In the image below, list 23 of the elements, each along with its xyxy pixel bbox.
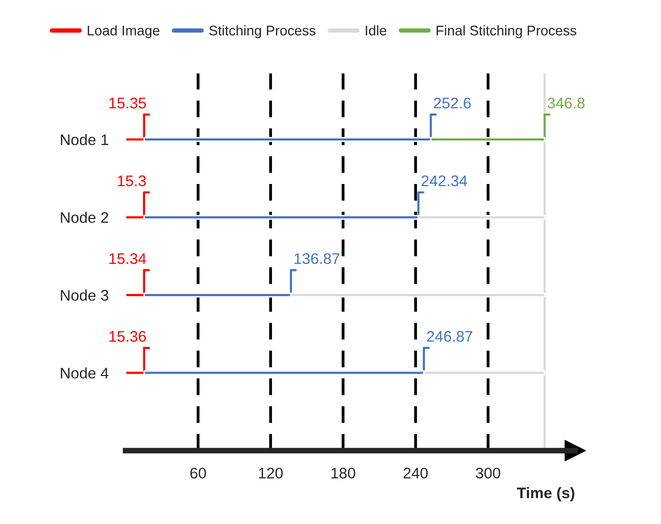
x-tick-label: 60 <box>190 468 206 479</box>
data-label: 15.34 <box>109 253 146 264</box>
y-tick-label: Node 4 <box>60 367 108 379</box>
y-tick-label: Node 3 <box>60 290 108 301</box>
legend-label: Stitching Process <box>209 25 316 38</box>
legend-label: Idle <box>366 25 386 36</box>
x-tick-label: 300 <box>476 468 500 479</box>
x-tick-label: 240 <box>404 468 428 479</box>
data-label: 346.8 <box>548 98 585 108</box>
data-label: 242.34 <box>422 175 468 186</box>
legend-label: Final Stitching Process <box>436 25 576 38</box>
data-label: 252.6 <box>434 98 471 108</box>
y-tick-label: Node 2 <box>60 212 108 223</box>
x-tick-label: 120 <box>259 468 283 479</box>
data-label: 15.3 <box>118 175 146 186</box>
data-label: 136.87 <box>294 253 340 264</box>
x-tick-label: 180 <box>332 468 356 479</box>
legend-label: Load Image <box>88 25 160 38</box>
data-label: 15.35 <box>109 98 146 108</box>
x-axis-title: Time (s) <box>516 487 574 502</box>
data-label: 15.36 <box>110 331 146 342</box>
data-label: 246.87 <box>427 331 472 342</box>
y-tick-label: Node 1 <box>60 134 108 146</box>
